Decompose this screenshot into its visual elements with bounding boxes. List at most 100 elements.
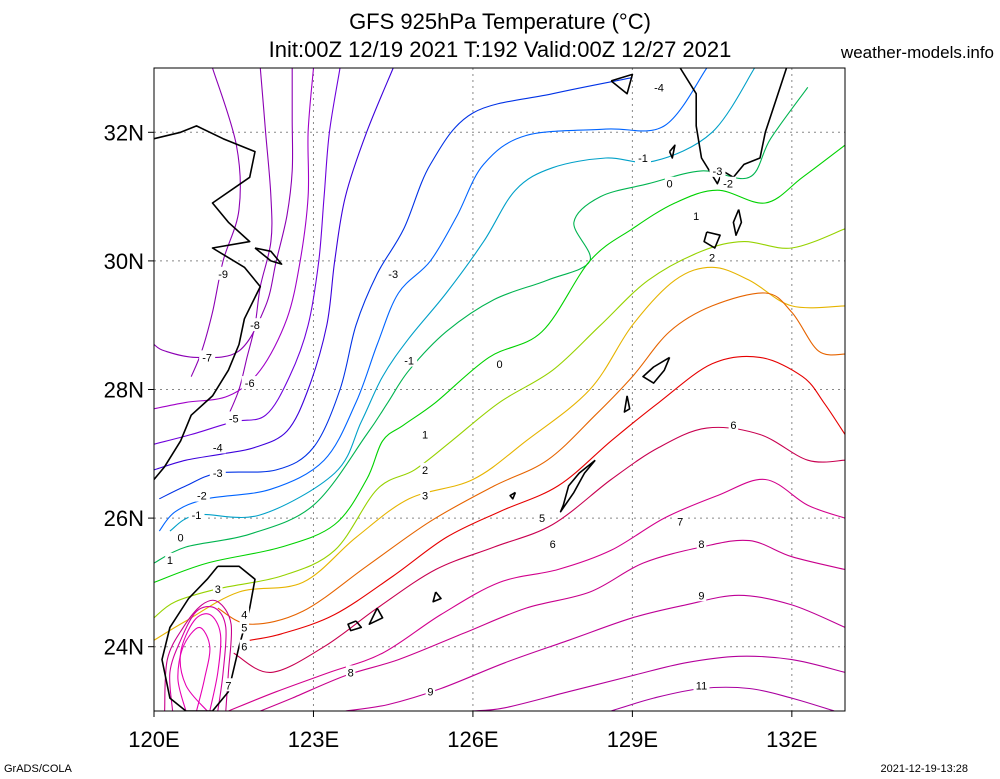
isotherm-13 [177,626,211,711]
contour-label-bg [720,176,737,190]
contour-label: 8 [348,667,354,679]
isotherm-12 [179,613,222,711]
contour-label-bg [420,488,430,502]
contour-label: 2 [709,253,715,265]
contour-label: 1 [693,211,699,223]
coastline-tanegashima [732,209,743,236]
contour-label-bg [635,151,652,165]
contour-label: 2 [422,465,428,477]
isotherm--4 [154,68,394,471]
site-credit: weather-models.info [840,43,994,62]
y-tick-label: 26N [104,506,144,531]
coastline-kyushu [679,68,788,185]
contour-label: -7 [202,352,212,364]
isotherm-15 [164,599,233,711]
contour-label: 8 [698,539,704,551]
contour-label: -1 [192,510,202,522]
grads-credit: GrADS/COLA [4,763,72,775]
contour-label-bg [650,80,667,94]
contour-label-bg [728,417,739,431]
contour-label-bg [420,427,430,441]
y-tick-label: 24N [104,635,144,660]
contour-label-bg [188,507,205,521]
contour-label: 5 [539,513,545,525]
contour-label-bg [693,678,710,692]
contour-label-bg [707,250,717,264]
contour-label-bg [494,356,505,370]
contour-label: -1 [638,153,648,165]
contour-label: -8 [250,320,260,332]
contour-label-bg [696,536,707,550]
contour-label-bg [193,488,210,502]
isotherm-10 [472,655,845,711]
x-tick-label: 120E [128,727,179,752]
x-tick-label: 126E [447,727,498,752]
contour-label-bg [241,376,258,390]
contour-label: 5 [241,622,247,634]
isotherm-2 [154,228,845,619]
isotherm-7 [228,478,845,711]
contour-label: 3 [215,584,221,596]
coastline-taiwan [161,565,256,711]
contour-label: 4 [241,610,247,622]
contour-label-bg [664,176,675,190]
axis-layer: 120E 123E 126E 129E 132E 24N 26N 28N 30N 32N [104,120,818,752]
contour-label: -6 [245,378,255,390]
contour-label-bg [696,588,707,602]
contour-label-bg [425,684,436,698]
contour-label-bg [401,353,418,367]
contour-label-bg [675,514,685,528]
coastline-zhoushan-islands [254,247,283,265]
contour-label-bg [345,665,356,679]
contour-label: 0 [496,359,502,371]
coastline-layer [154,68,788,711]
contour-label: 11 [696,680,707,692]
contour-label-bg [209,440,226,454]
isotherm--6 [154,68,315,410]
isotherm-9 [345,594,845,711]
contour-label-bg [709,163,726,177]
x-tick-label: 123E [288,727,339,752]
isotherm-0 [154,86,809,564]
coastline-okinawa [559,459,596,513]
contour-label: -1 [404,356,414,368]
contour-label: 9 [427,687,433,699]
contour-label-bg [213,581,223,595]
contour-label-bg [246,318,263,332]
contour-label-bg [239,607,250,621]
contour-label: -4 [654,82,664,94]
isotherm-3 [154,266,845,641]
contour-label-bg [199,350,216,364]
coastline-ishigaki [368,607,384,625]
contour-label: -4 [213,442,223,454]
contour-label-bg [420,462,430,476]
x-tick-label: 129E [607,727,658,752]
x-tick-label: 132E [766,727,817,752]
y-tick-label: 28N [104,378,144,403]
contour-label: 6 [550,539,556,551]
isotherm-5 [249,355,845,641]
render-timestamp: 2021-12-19-13:28 [880,763,968,775]
contour-label: -3 [713,166,723,178]
contour-label: -3 [388,269,398,281]
contour-label: 3 [422,491,428,503]
coastline-amami-oshima [642,356,671,384]
contour-label: 1 [422,430,428,442]
contour-label: -2 [723,179,733,191]
contour-label-bg [537,511,547,525]
y-tick-label: 30N [104,249,144,274]
contour-label: 6 [241,642,247,654]
isotherm--5 [154,68,341,445]
contour-label: 7 [225,680,231,692]
contour-label: -9 [218,269,228,281]
contour-label: 0 [178,532,184,544]
contour-label-bg [385,266,402,280]
isotherm--1 [169,68,756,532]
coastline-yakushima [703,231,721,249]
y-tick-label: 32N [104,120,144,145]
isotherm--9 [190,68,241,377]
coastline-miyako [432,591,442,603]
grid-layer [153,68,845,711]
isotherm-6 [233,426,845,673]
